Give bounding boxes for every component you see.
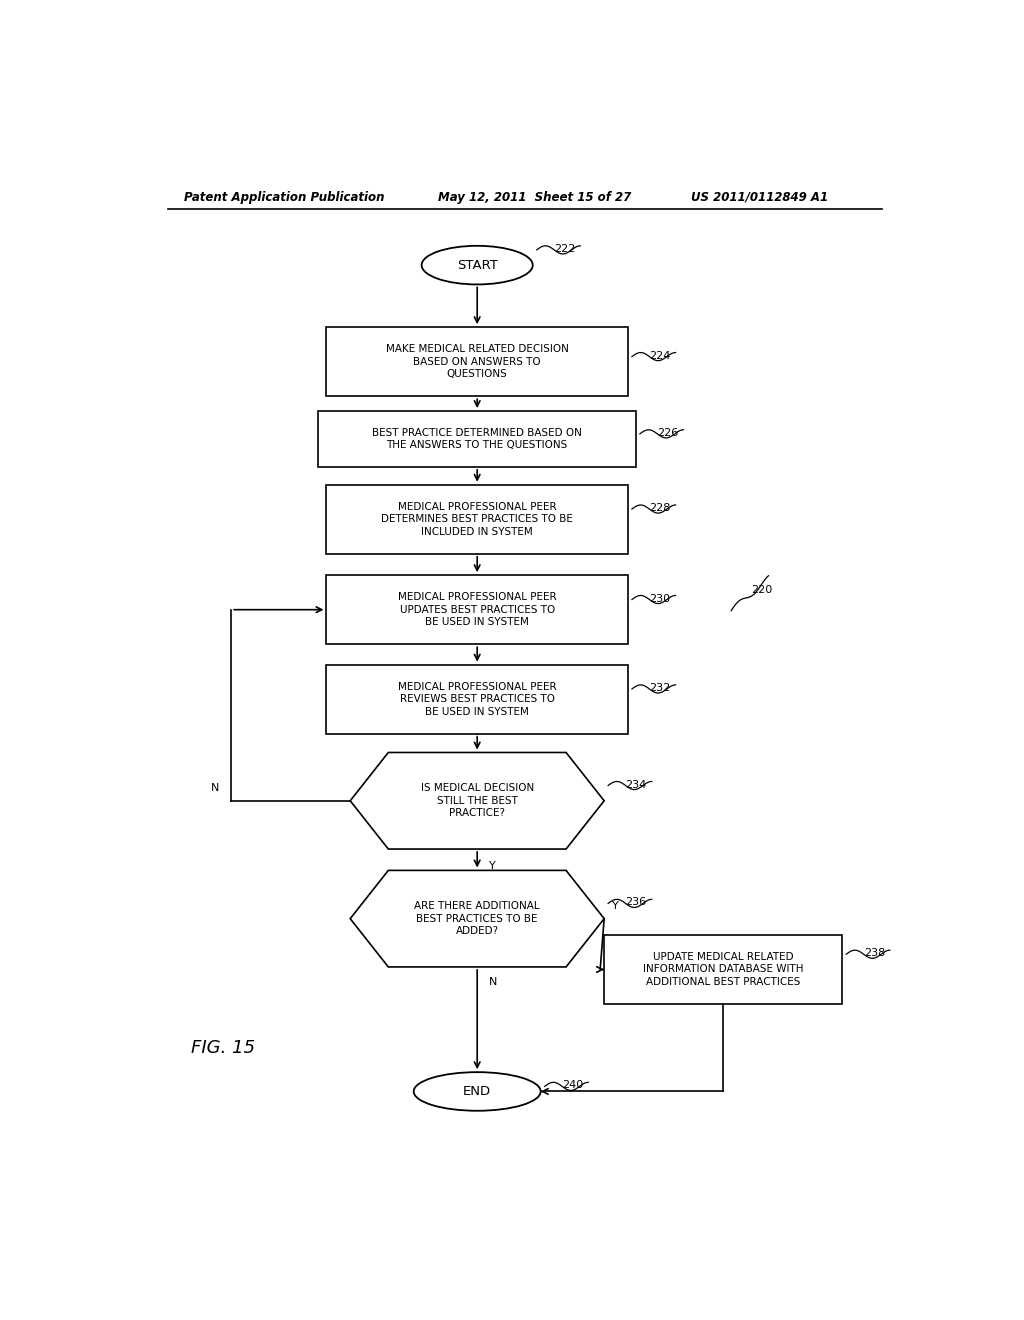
Text: ARE THERE ADDITIONAL
BEST PRACTICES TO BE
ADDED?: ARE THERE ADDITIONAL BEST PRACTICES TO B… <box>415 902 540 936</box>
Text: END: END <box>463 1085 492 1098</box>
Text: UPDATE MEDICAL RELATED
INFORMATION DATABASE WITH
ADDITIONAL BEST PRACTICES: UPDATE MEDICAL RELATED INFORMATION DATAB… <box>643 952 804 987</box>
Text: MEDICAL PROFESSIONAL PEER
UPDATES BEST PRACTICES TO
BE USED IN SYSTEM: MEDICAL PROFESSIONAL PEER UPDATES BEST P… <box>398 593 556 627</box>
Text: 228: 228 <box>649 503 671 513</box>
Text: 224: 224 <box>649 351 671 360</box>
Text: 234: 234 <box>626 780 647 789</box>
Text: 226: 226 <box>657 428 679 438</box>
Text: 230: 230 <box>649 594 671 603</box>
Text: N: N <box>489 977 498 987</box>
Text: 220: 220 <box>751 585 772 595</box>
Text: START: START <box>457 259 498 272</box>
Text: Y: Y <box>612 900 618 911</box>
Text: 222: 222 <box>554 244 575 253</box>
Text: MEDICAL PROFESSIONAL PEER
REVIEWS BEST PRACTICES TO
BE USED IN SYSTEM: MEDICAL PROFESSIONAL PEER REVIEWS BEST P… <box>398 681 556 717</box>
Text: Patent Application Publication: Patent Application Publication <box>183 190 384 203</box>
Text: 232: 232 <box>649 682 671 693</box>
Text: BEST PRACTICE DETERMINED BASED ON
THE ANSWERS TO THE QUESTIONS: BEST PRACTICE DETERMINED BASED ON THE AN… <box>373 428 582 450</box>
Text: IS MEDICAL DECISION
STILL THE BEST
PRACTICE?: IS MEDICAL DECISION STILL THE BEST PRACT… <box>421 783 534 818</box>
Text: 240: 240 <box>562 1080 584 1090</box>
Text: MEDICAL PROFESSIONAL PEER
DETERMINES BEST PRACTICES TO BE
INCLUDED IN SYSTEM: MEDICAL PROFESSIONAL PEER DETERMINES BES… <box>381 502 573 537</box>
Text: May 12, 2011  Sheet 15 of 27: May 12, 2011 Sheet 15 of 27 <box>437 190 631 203</box>
Text: 236: 236 <box>626 898 647 907</box>
Text: 238: 238 <box>863 948 885 958</box>
Text: Y: Y <box>489 861 496 871</box>
Text: MAKE MEDICAL RELATED DECISION
BASED ON ANSWERS TO
QUESTIONS: MAKE MEDICAL RELATED DECISION BASED ON A… <box>386 345 568 379</box>
Text: N: N <box>211 783 219 792</box>
Text: US 2011/0112849 A1: US 2011/0112849 A1 <box>691 190 828 203</box>
Text: FIG. 15: FIG. 15 <box>191 1039 256 1057</box>
